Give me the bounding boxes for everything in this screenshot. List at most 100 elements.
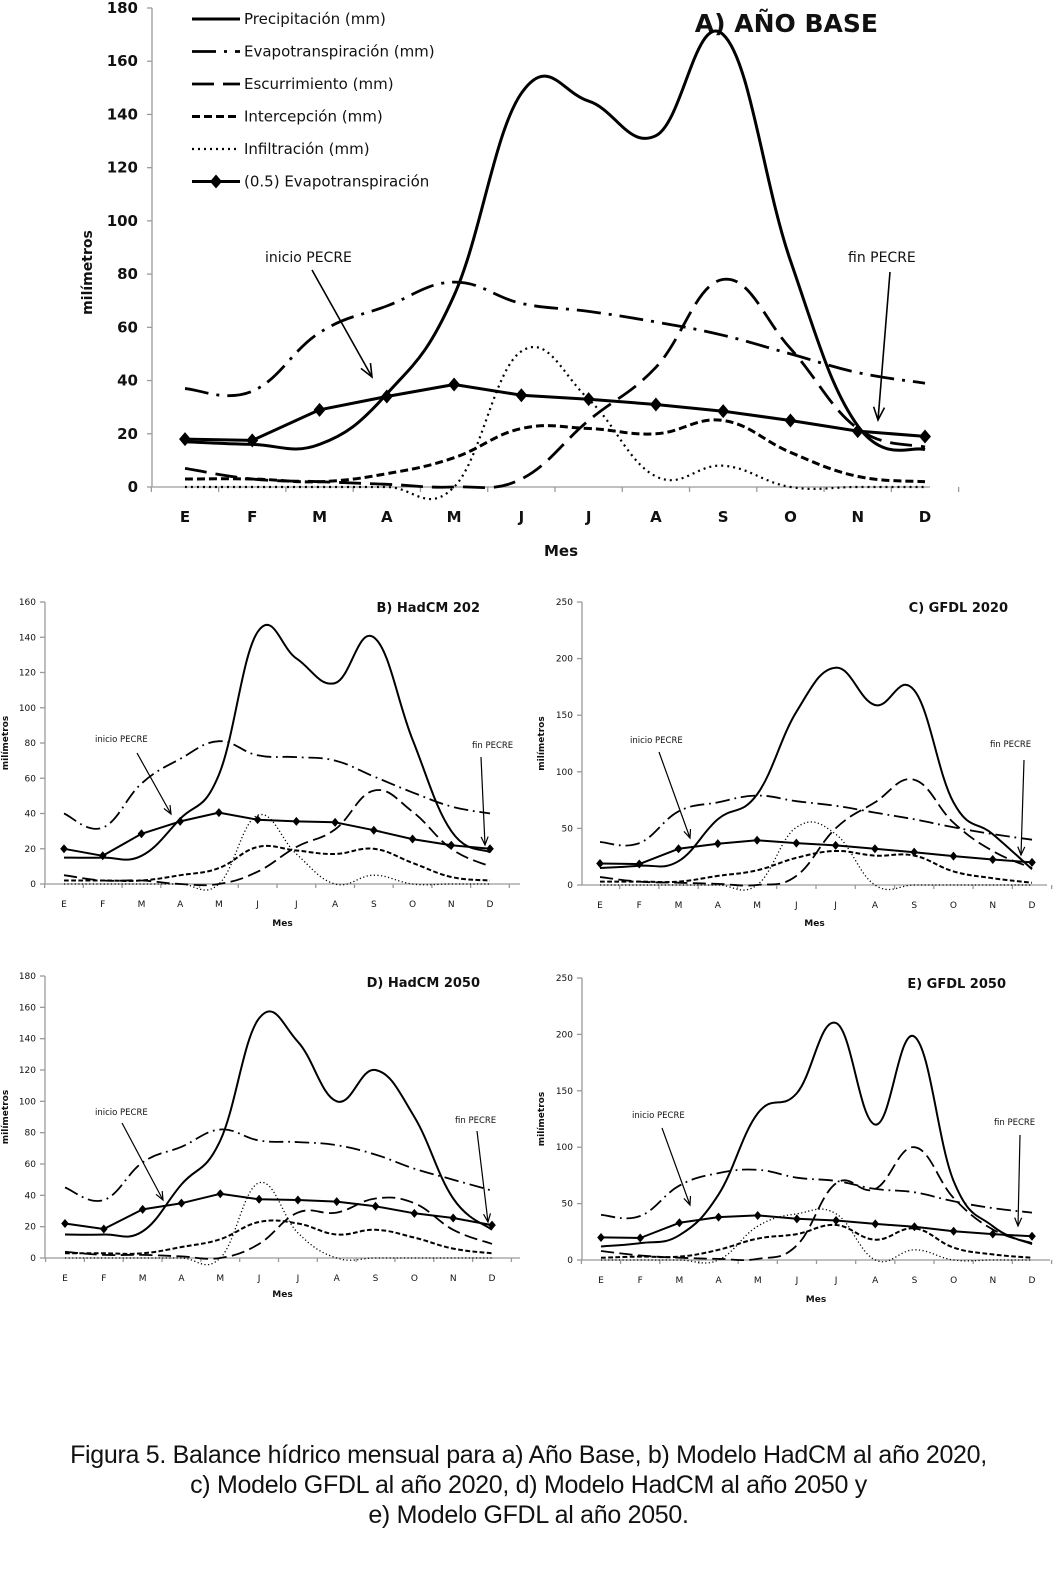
series-marker-diamond [246,433,259,448]
series-marker-diamond [784,413,797,428]
legend-label: (0.5) Evapotranspiración [244,173,429,191]
series-line-half-evapo [599,839,1033,866]
series-line-evapo [599,794,1033,847]
chart-panel-b: 0 20 40 60 80 100 120 140 160 E F M A M J J A S O N D Mes milí… [1,598,520,929]
series-marker-diamond [60,844,68,854]
annotation-arrow-line [311,269,373,378]
y-axis-title: milímetros [537,1092,547,1146]
x-tick-label: O [411,1274,418,1284]
x-tick-label: J [257,1274,261,1284]
x-tick-label: A [650,508,662,526]
y-tick-label: 60 [117,318,138,336]
series-marker-diamond [832,1216,840,1226]
series-marker-diamond [949,851,958,861]
x-tick-label: E [597,901,603,911]
legend-diamond-icon [210,174,222,189]
y-tick-label: 150 [556,711,573,721]
series-marker-diamond [582,392,595,407]
series-line-infil [64,813,490,891]
chart-panel-d: 0 20 40 60 80 100 120 140 160 180 E F M A M J J A S O N D Mes m… [1,972,520,1300]
series-marker-diamond [371,1201,380,1211]
y-tick-label: 40 [117,372,138,390]
legend: Precipitación (mm) Evapotranspiración (mm… [192,10,435,191]
y-tick-label: 100 [19,1097,36,1107]
series-marker-diamond [910,1222,919,1232]
series-marker-diamond [61,1219,69,1229]
x-tick-label: S [912,1276,918,1286]
series-line-evapo [63,740,491,830]
annotation-label: fin PECRE [848,250,916,266]
series-marker-diamond [793,1214,801,1224]
y-tick-label: 40 [25,810,37,820]
x-tick-label: O [409,900,416,910]
series-line-evapo [184,280,926,398]
x-tick-label: J [795,1276,799,1286]
series-marker-diamond [596,858,604,868]
series-line-interc [600,1223,1033,1259]
series-line-infil [65,1182,492,1266]
series-line-infil [599,821,1032,891]
series-line-interc [65,1219,493,1255]
y-tick-label: 160 [107,52,138,70]
x-tick-label: M [753,901,761,911]
x-tick-label: E [61,900,67,910]
annotation-arrow-head-icon [360,362,374,379]
series-line-evapo [600,1168,1033,1220]
series-line-interc [63,844,491,882]
y-tick-label: 120 [107,159,138,177]
annotation-arrow-line [1020,759,1025,856]
x-axis-title: Mes [804,919,824,929]
annotation-label: fin PECRE [472,741,513,751]
legend-label: Intercepción (mm) [244,108,383,126]
series-marker-diamond [753,835,761,845]
annotation-arrow-line [658,751,691,839]
y-tick-label: 250 [556,974,573,984]
x-tick-label: J [833,901,837,911]
annotation-label: inicio PECRE [632,1111,685,1121]
x-tick-label: D [487,900,494,910]
series-marker-diamond [1028,857,1036,867]
x-tick-label: A [715,901,722,911]
x-tick-label: N [989,901,996,911]
series-marker-diamond [138,1204,147,1214]
annotation-arrow-line [480,756,486,846]
x-tick-label: E [598,1276,604,1286]
x-tick-label: M [215,900,223,910]
figure-caption: Figura 5. Balance hídrico mensual para a… [0,1440,1057,1530]
y-tick-label: 160 [19,1003,36,1013]
x-tick-label: F [637,901,642,911]
y-tick-label: 80 [117,265,138,283]
y-axis-title: milímetros [1,1090,11,1144]
series-line-half-evapo [63,811,491,857]
x-tick-label: N [448,900,455,910]
series-marker-diamond [851,424,864,439]
x-tick-label: M [138,900,146,910]
y-tick-label: 0 [30,1254,36,1264]
series-marker-diamond [99,1224,108,1234]
annotation-arrow-line [476,1130,489,1223]
series-marker-diamond [331,817,339,827]
x-tick-label: A [334,1274,341,1284]
series-marker-diamond [635,859,644,869]
series-line-escurr [63,789,491,887]
annotation-label: inicio PECRE [630,736,683,746]
series-marker-diamond [137,829,146,839]
x-tick-label: M [675,901,683,911]
series-line-half-evapo [64,1192,493,1230]
series-line-infil [601,1208,1032,1264]
y-tick-label: 50 [562,824,574,834]
y-tick-label: 120 [19,1066,36,1076]
x-axis-title: Mes [544,542,578,560]
series-marker-diamond [910,847,919,857]
annotation-arrow-head-icon [155,1190,164,1202]
series-marker-diamond [179,432,191,447]
series-marker-diamond [649,397,662,412]
x-tick-label: O [950,1276,957,1286]
series-marker-diamond [255,1194,263,1204]
x-tick-label: J [794,901,798,911]
legend-label: Escurrimiento (mm) [244,75,394,93]
y-tick-label: 20 [25,1223,37,1233]
y-tick-label: 20 [25,845,37,855]
annotation-label: fin PECRE [455,1116,496,1126]
series-marker-diamond [714,1212,723,1222]
